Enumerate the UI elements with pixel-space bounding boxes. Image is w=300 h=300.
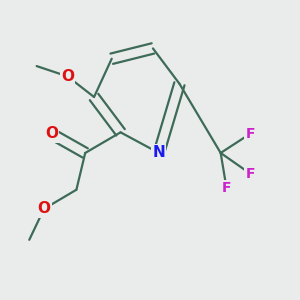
Text: F: F <box>245 127 255 141</box>
Text: O: O <box>38 201 50 216</box>
Text: O: O <box>61 69 74 84</box>
Text: O: O <box>45 126 58 141</box>
Text: N: N <box>152 146 165 160</box>
Text: F: F <box>245 167 255 181</box>
Text: F: F <box>222 181 231 195</box>
